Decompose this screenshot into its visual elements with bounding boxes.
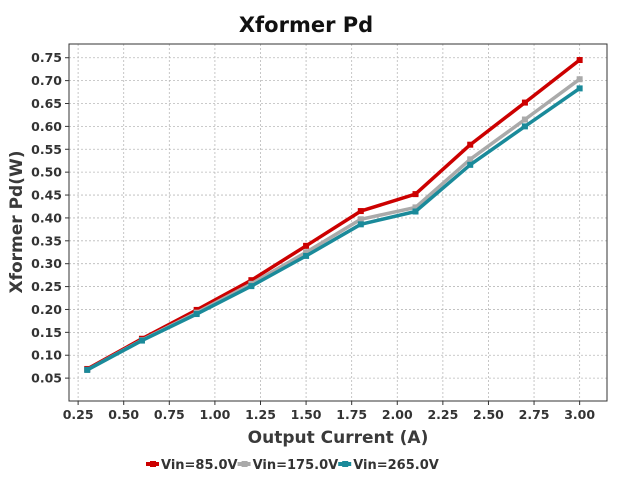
x-tick-label: 2.50 (473, 407, 504, 422)
data-point (248, 277, 255, 284)
data-point (84, 366, 91, 373)
series-lines (84, 57, 583, 373)
legend-label: Vin=265.0V (353, 458, 439, 473)
x-axis-label: Output Current (A) (248, 428, 429, 448)
data-point (467, 141, 474, 148)
y-tick-label: 0.35 (31, 233, 62, 248)
y-tick-label: 0.60 (31, 119, 62, 134)
legend-marker (150, 461, 156, 467)
y-tick-label: 0.70 (31, 73, 62, 88)
x-tick-label: 1.75 (336, 407, 367, 422)
x-tick-label: 0.75 (154, 407, 185, 422)
y-axis-ticks: 0.05 0.10 0.15 0.20 0.25 0.30 0.35 0.40 0.45 0.50… (31, 50, 69, 386)
x-tick-label: 2.25 (427, 407, 458, 422)
series-line-0 (86, 58, 581, 371)
series-line-1 (86, 77, 581, 372)
data-point (303, 242, 310, 249)
x-tick-label: 2.75 (519, 407, 550, 422)
y-tick-label: 0.65 (31, 96, 62, 111)
x-tick-label: 0.50 (108, 407, 139, 422)
y-tick-label: 0.55 (31, 142, 62, 157)
data-point (303, 249, 310, 256)
x-tick-label: 3.00 (564, 407, 595, 422)
y-axis-label: Xformer Pd(W) (7, 150, 27, 293)
legend: Vin=85.0V Vin=175.0V Vin=265.0V (146, 458, 439, 473)
data-point (412, 204, 419, 211)
data-point (467, 161, 474, 168)
y-tick-label: 0.75 (31, 50, 62, 65)
data-point (576, 76, 583, 83)
plot-frame (68, 43, 608, 402)
x-tick-label: 2.00 (382, 407, 413, 422)
series-line-2 (86, 86, 581, 372)
data-point (248, 283, 255, 290)
legend-marker (241, 461, 248, 467)
data-point (412, 191, 419, 198)
x-tick-label: 0.25 (63, 407, 94, 422)
y-tick-label: 0.50 (31, 165, 62, 180)
data-point (576, 85, 583, 92)
y-tick-label: 0.15 (31, 325, 62, 340)
data-point (303, 252, 310, 259)
y-tick-label: 0.40 (31, 210, 62, 225)
x-tick-label: 1.50 (291, 407, 322, 422)
data-point (357, 216, 364, 223)
legend-label: Vin=85.0V (161, 458, 238, 473)
data-point (521, 99, 528, 106)
legend-label: Vin=175.0V (253, 458, 339, 473)
data-point (467, 156, 474, 163)
x-axis-ticks: 0.25 0.50 0.75 1.00 1.25 1.50 1.75 2.00 2.25 2.50… (63, 401, 595, 422)
chart-title: Xformer Pd (239, 13, 373, 37)
y-tick-label: 0.20 (31, 302, 62, 317)
y-tick-label: 0.10 (31, 348, 62, 363)
data-point (521, 116, 528, 123)
legend-marker (342, 461, 349, 467)
data-point (357, 208, 364, 215)
data-point (138, 337, 145, 344)
data-point (193, 311, 200, 318)
data-point (576, 57, 583, 64)
x-tick-label: 1.25 (245, 407, 276, 422)
y-tick-label: 0.05 (31, 371, 62, 386)
y-tick-label: 0.25 (31, 279, 62, 294)
data-point (521, 123, 528, 130)
x-tick-label: 1.00 (199, 407, 230, 422)
data-point (412, 208, 419, 215)
y-tick-label: 0.30 (31, 256, 62, 271)
data-point (357, 221, 364, 228)
y-tick-label: 0.45 (31, 188, 62, 203)
grid (69, 44, 607, 401)
